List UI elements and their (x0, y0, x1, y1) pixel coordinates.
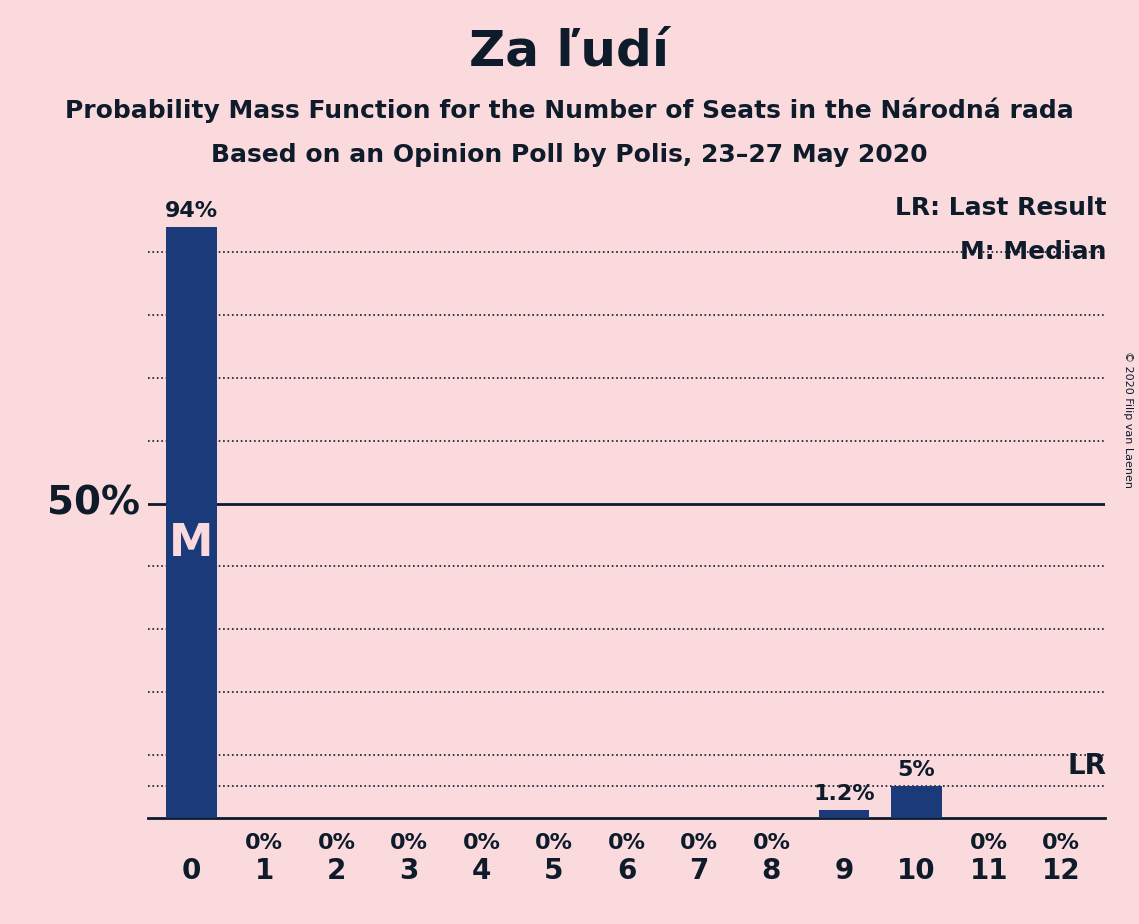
Text: © 2020 Filip van Laenen: © 2020 Filip van Laenen (1123, 351, 1133, 488)
Text: 0%: 0% (753, 833, 790, 854)
Text: 0%: 0% (680, 833, 718, 854)
Text: 94%: 94% (165, 201, 219, 221)
Bar (166, 227, 216, 818)
Text: 5%: 5% (898, 760, 935, 780)
Text: M: Median: M: Median (960, 239, 1106, 263)
Bar (819, 810, 869, 818)
Text: 0%: 0% (535, 833, 573, 854)
Text: 0%: 0% (318, 833, 355, 854)
Text: LR: LR (1067, 752, 1106, 780)
Text: Za ľudí: Za ľudí (469, 28, 670, 76)
Text: LR: Last Result: LR: Last Result (894, 196, 1106, 220)
Text: 0%: 0% (1042, 833, 1080, 854)
Text: 1.2%: 1.2% (813, 784, 875, 804)
Text: 0%: 0% (245, 833, 282, 854)
Text: M: M (170, 522, 214, 565)
Bar (891, 786, 942, 818)
Text: 0%: 0% (390, 833, 428, 854)
Text: 50%: 50% (47, 484, 140, 523)
Text: Based on an Opinion Poll by Polis, 23–27 May 2020: Based on an Opinion Poll by Polis, 23–27… (211, 143, 928, 167)
Text: 0%: 0% (607, 833, 646, 854)
Text: Probability Mass Function for the Number of Seats in the Národná rada: Probability Mass Function for the Number… (65, 97, 1074, 123)
Text: 0%: 0% (970, 833, 1008, 854)
Text: 0%: 0% (462, 833, 500, 854)
